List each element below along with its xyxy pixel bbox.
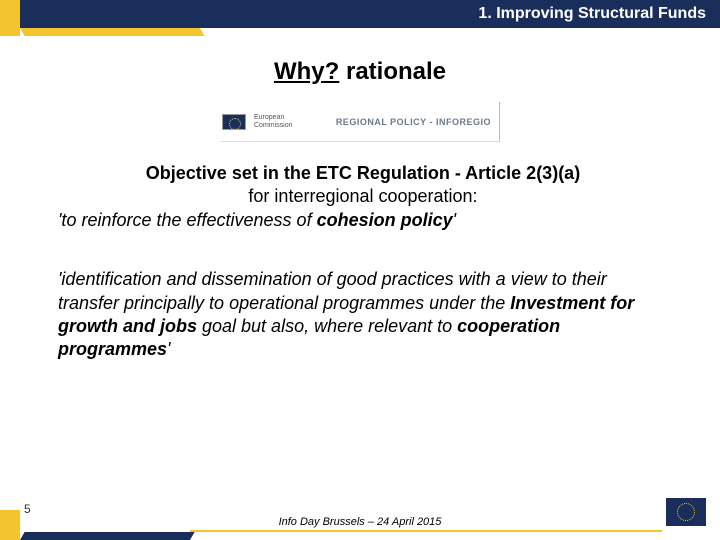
slide-heading: Why? rationale (0, 58, 720, 86)
heading-why: Why? (274, 58, 339, 85)
header-title: 1. Improving Structural Funds (478, 5, 706, 23)
header-accent-wedge (20, 28, 205, 36)
para2-t2: goal but also, where relevant to (197, 316, 457, 336)
header-navy-strip: 1. Improving Structural Funds (20, 0, 720, 28)
footer-bar: Info Day Brussels – 24 April 2015 (0, 510, 720, 540)
paragraph-2: 'identification and dissemination of goo… (58, 268, 668, 362)
objective-line3-pre: 'to reinforce the effectiveness of (58, 210, 317, 230)
ec-line1: European (254, 114, 293, 122)
header-bar: 1. Improving Structural Funds (0, 0, 720, 36)
footer-gold-line (190, 530, 662, 532)
ec-line2: Commission (254, 122, 293, 130)
ec-text: European Commission (254, 114, 293, 129)
footer-text: Info Day Brussels – 24 April 2015 (0, 516, 720, 528)
objective-line3-post: ' (453, 210, 456, 230)
logo-banner: European Commission REGIONAL POLICY - IN… (220, 102, 500, 142)
header-accent-left (0, 0, 20, 36)
logo-right-text: REGIONAL POLICY - INFOREGIO (336, 117, 491, 127)
para2-t3: ' (167, 339, 170, 359)
eu-flag-icon (666, 498, 706, 526)
objective-line1: Objective set in the ETC Regulation - Ar… (58, 162, 668, 185)
ec-flag-icon (222, 114, 246, 130)
objective-line2: for interregional cooperation: (58, 185, 668, 208)
content-block: Objective set in the ETC Regulation - Ar… (58, 162, 668, 362)
eu-stars-icon (677, 503, 695, 521)
footer-navy-wedge (20, 532, 195, 540)
heading-rest: rationale (339, 58, 446, 85)
objective-line3-bold: cohesion policy (317, 210, 453, 230)
objective-line3: 'to reinforce the effectiveness of cohes… (58, 209, 668, 232)
